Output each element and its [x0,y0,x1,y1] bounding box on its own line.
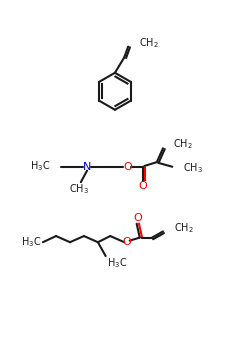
Text: O: O [134,212,142,223]
Text: H$_3$C: H$_3$C [107,256,128,270]
Text: N: N [83,162,91,172]
Text: H$_3$C: H$_3$C [21,235,41,249]
Text: CH$_2$: CH$_2$ [173,138,193,151]
Text: O: O [123,162,132,172]
Text: CH$_2$: CH$_2$ [174,222,194,235]
Text: CH$_3$: CH$_3$ [183,161,203,175]
Text: H$_3$C: H$_3$C [30,159,50,173]
Text: CH$_3$: CH$_3$ [69,182,89,196]
Text: O: O [122,237,131,247]
Text: CH$_2$: CH$_2$ [139,37,159,50]
Text: O: O [138,181,147,191]
